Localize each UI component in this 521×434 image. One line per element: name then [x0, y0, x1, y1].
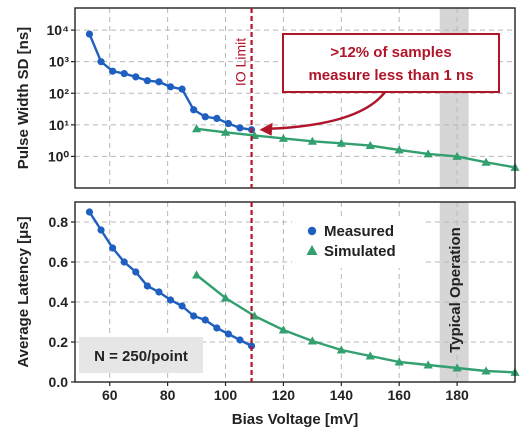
- latency-measured-point: [202, 316, 209, 323]
- latency-measured-point: [225, 330, 232, 337]
- sd-measured-point: [109, 68, 116, 75]
- latency-measured-line: [89, 212, 251, 346]
- latency-measured-point: [179, 302, 186, 309]
- latency-measured-point: [213, 324, 220, 331]
- latency-measured-point: [97, 226, 104, 233]
- legend-measured-marker: [308, 227, 316, 235]
- sd-measured-point: [155, 78, 162, 85]
- sd-measured-point: [179, 86, 186, 93]
- latency-measured-point: [167, 296, 174, 303]
- y-tick-label: 10¹: [49, 117, 70, 133]
- latency-measured-point: [132, 268, 139, 275]
- sd-measured-point: [132, 73, 139, 80]
- sample-note: N = 250/point: [94, 348, 188, 365]
- callout-line-1: >12% of samples: [330, 44, 451, 61]
- y-tick-label: 10³: [49, 54, 70, 70]
- latency-simulated-point: [192, 270, 201, 278]
- sd-measured-point: [202, 113, 209, 120]
- top-y-axis-label: Pulse Width SD [ns]: [15, 27, 32, 169]
- bottom-y-axis-label: Average Latency [μs]: [15, 216, 32, 367]
- latency-measured-point: [190, 312, 197, 319]
- sd-measured-point: [97, 58, 104, 65]
- y-tick-label: 0.6: [49, 254, 69, 270]
- latency-measured-point: [236, 336, 243, 343]
- latency-measured-point: [109, 244, 116, 251]
- legend-simulated-label: Simulated: [324, 243, 396, 260]
- typical-operation-label: Typical Operation: [447, 227, 464, 353]
- latency-measured-point: [86, 208, 93, 215]
- latency-measured-point: [121, 258, 128, 265]
- y-tick-label: 0.4: [49, 294, 69, 310]
- y-tick-label: 0.8: [49, 214, 69, 230]
- sd-measured-point: [236, 124, 243, 131]
- legend-measured-label: Measured: [324, 223, 394, 240]
- sd-measured-point: [225, 120, 232, 127]
- y-tick-label: 0.2: [49, 334, 69, 350]
- y-tick-label: 10²: [49, 85, 70, 101]
- x-tick-label: 180: [445, 387, 469, 403]
- x-tick-label: 160: [388, 387, 412, 403]
- x-axis-label: Bias Voltage [mV]: [232, 411, 358, 428]
- callout-arrow: [270, 92, 385, 129]
- sd-measured-point: [213, 115, 220, 122]
- latency-measured-point: [144, 282, 151, 289]
- x-tick-label: 100: [214, 387, 238, 403]
- callout-line-2: measure less than 1 ns: [308, 67, 473, 84]
- sd-measured-point: [121, 70, 128, 77]
- y-tick-label: 10⁴: [47, 22, 70, 38]
- io-limit-label: IO Limit: [233, 38, 249, 86]
- y-tick-label: 10⁰: [48, 148, 70, 164]
- sd-measured-line: [89, 34, 251, 130]
- x-tick-label: 140: [330, 387, 354, 403]
- latency-measured-point: [155, 288, 162, 295]
- x-tick-label: 60: [102, 387, 118, 403]
- sd-measured-point: [86, 30, 93, 37]
- sd-measured-point: [167, 83, 174, 90]
- x-tick-label: 120: [272, 387, 296, 403]
- x-tick-label: 80: [160, 387, 176, 403]
- y-tick-label: 0.0: [49, 374, 69, 390]
- sd-measured-point: [190, 106, 197, 113]
- sd-measured-point: [144, 77, 151, 84]
- legend: Measured Simulated: [292, 216, 424, 268]
